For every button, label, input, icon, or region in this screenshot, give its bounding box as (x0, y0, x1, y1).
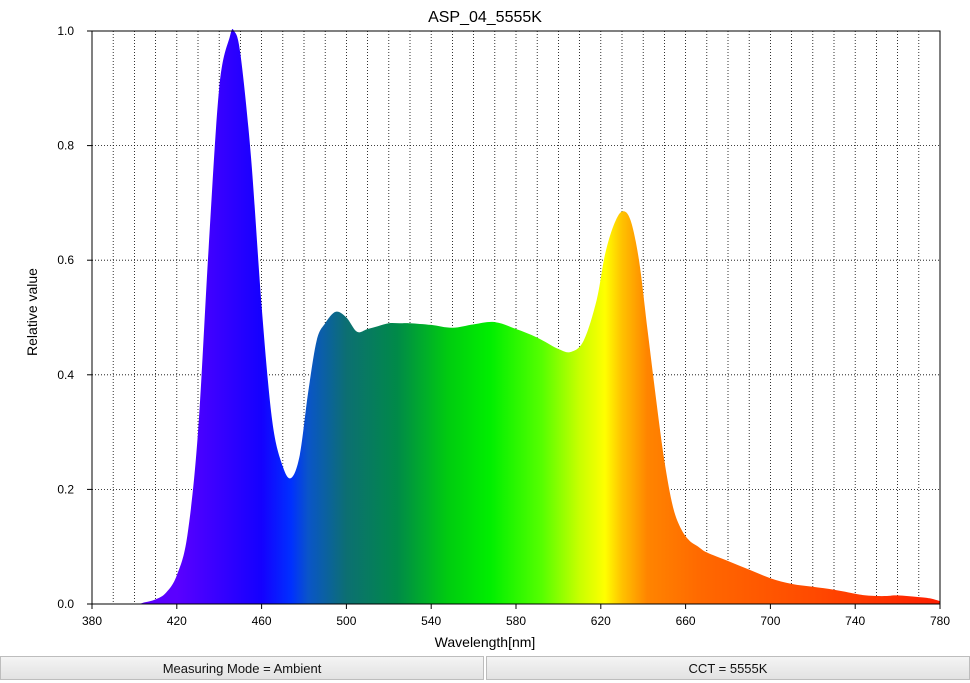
x-tick-label: 380 (82, 614, 102, 628)
x-tick-label: 620 (591, 614, 611, 628)
x-tick-label: 740 (845, 614, 865, 628)
x-tick-label: 420 (167, 614, 187, 628)
spectrum-chart: 380 420 460 500 540 580 620 660 700 740 780 0.0 0.2… (24, 9, 950, 650)
x-tick-label: 660 (676, 614, 696, 628)
chart-title: ASP_04_5555K (428, 9, 542, 26)
y-tick-label: 0.6 (57, 253, 74, 267)
y-tick-label: 0.4 (57, 368, 74, 382)
x-tick-label: 540 (421, 614, 441, 628)
x-tick-label: 500 (336, 614, 356, 628)
x-tick-label: 460 (252, 614, 272, 628)
x-axis-title: Wavelength[nm] (435, 634, 536, 650)
y-tick-label: 0.8 (57, 139, 74, 153)
y-tick-label: 0.2 (57, 482, 74, 496)
x-tick-label: 780 (930, 614, 950, 628)
x-tick-label: 700 (760, 614, 780, 628)
y-axis-title: Relative value (24, 268, 40, 356)
y-axis-ticks: 0.0 0.2 0.4 0.6 0.8 1.0 (57, 24, 92, 611)
status-bar: Measuring Mode = Ambient CCT = 5555K (0, 656, 970, 683)
spectrum-area (92, 29, 940, 604)
cct-status: CCT = 5555K (486, 656, 970, 680)
x-axis-ticks: 380 420 460 500 540 580 620 660 700 740 780 (82, 604, 950, 628)
y-tick-label: 1.0 (57, 24, 74, 38)
measuring-mode-status: Measuring Mode = Ambient (0, 656, 484, 680)
y-tick-label: 0.0 (57, 597, 74, 611)
x-tick-label: 580 (506, 614, 526, 628)
